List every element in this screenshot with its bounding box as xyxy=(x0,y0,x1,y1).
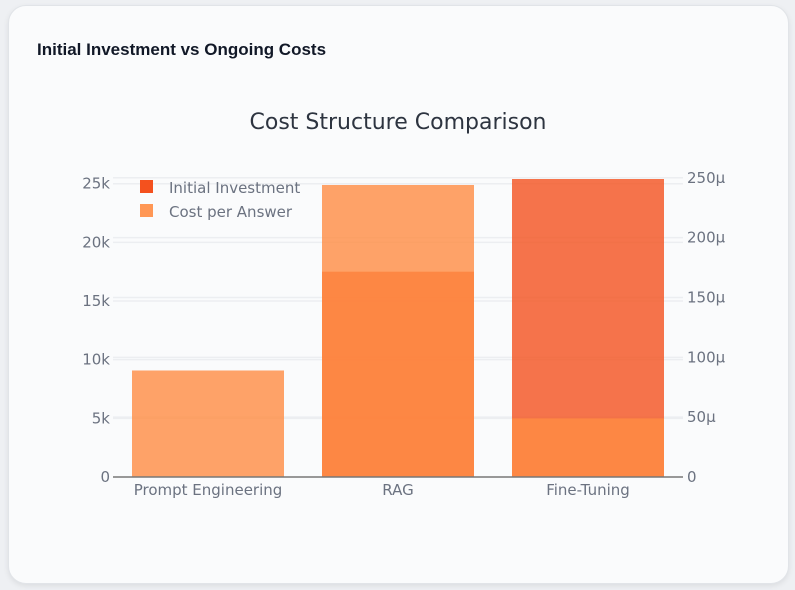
legend-swatch xyxy=(140,180,153,193)
bar-cost-per-answer[interactable] xyxy=(132,370,284,477)
y-right-tick-label: 0 xyxy=(687,468,697,486)
y-right-tick-label: 150µ xyxy=(687,288,726,306)
y-right-tick-label: 100µ xyxy=(687,348,726,366)
y-right-tick-label: 200µ xyxy=(687,229,726,247)
card-title: Initial Investment vs Ongoing Costs xyxy=(37,40,327,59)
x-tick-label: Fine-Tuning xyxy=(546,481,630,499)
x-tick-label: Prompt Engineering xyxy=(134,481,283,499)
legend-label[interactable]: Initial Investment xyxy=(169,179,300,197)
legend-label[interactable]: Cost per Answer xyxy=(169,203,293,221)
legend-swatch xyxy=(140,204,153,217)
chart-title: Cost Structure Comparison xyxy=(250,110,547,135)
y-left-tick-label: 20k xyxy=(82,233,110,251)
y-left-tick-label: 0 xyxy=(100,468,110,486)
y-right-tick-label: 50µ xyxy=(687,408,716,426)
x-tick-label: RAG xyxy=(382,481,413,499)
bar-cost-per-answer[interactable] xyxy=(322,184,474,477)
y-left-tick-label: 5k xyxy=(92,409,111,427)
y-left-tick-label: 15k xyxy=(82,292,110,310)
y-left-tick-label: 25k xyxy=(82,175,110,193)
bar-cost-per-answer[interactable] xyxy=(512,418,664,477)
y-right-tick-label: 250µ xyxy=(687,169,726,187)
y-left-tick-label: 10k xyxy=(82,351,110,369)
